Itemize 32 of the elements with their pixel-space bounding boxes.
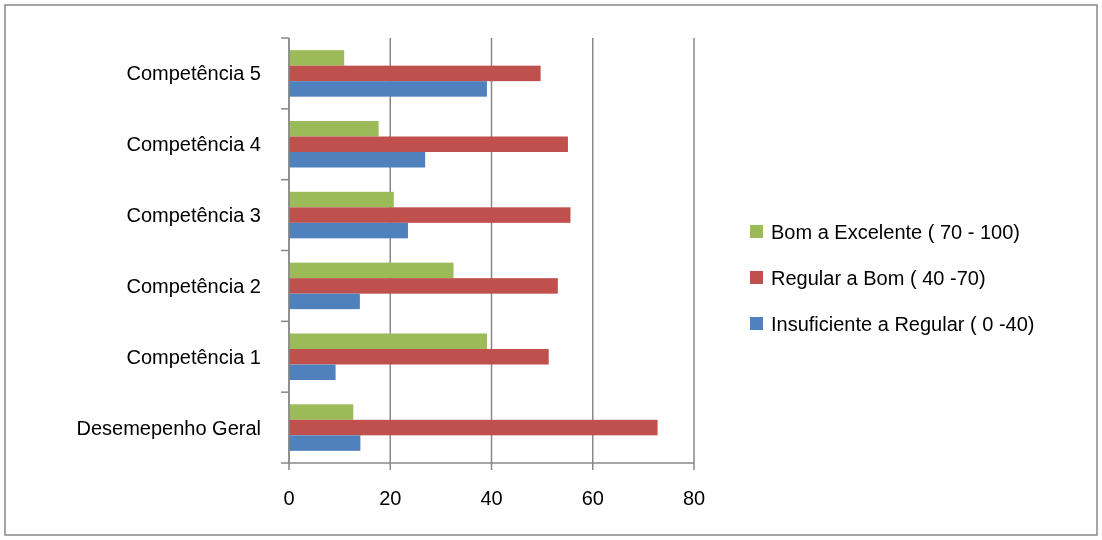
bar [289,152,426,168]
bar [289,364,336,380]
y-tick-label: Competência 3 [126,204,261,227]
x-tick-label: 60 [581,487,604,509]
bar [289,65,541,82]
bar [289,333,487,349]
x-tick-label: 0 [283,487,295,509]
bar [289,81,487,97]
bar [289,404,354,420]
bar [289,191,394,208]
y-tick-label: Competência 2 [126,274,261,297]
x-tick-label: 80 [682,487,706,509]
bar [289,419,658,436]
x-tick-label: 40 [480,487,503,509]
bar [289,50,345,66]
bar [289,207,571,223]
bar [289,121,379,137]
legend-label: Insuficiente a Regular ( 0 -40) [771,313,1035,335]
bar [289,136,568,152]
y-tick-label: Competência 4 [126,133,261,156]
bar [289,262,454,279]
x-tick-label: 20 [379,487,402,509]
bar [289,435,361,451]
bar [289,349,549,365]
y-tick-label: Competência 1 [126,345,261,368]
legend-label: Bom a Excelente ( 70 - 100) [771,221,1021,243]
y-tick-label: Desemepenho Geral [76,416,261,439]
y-tick-label: Competência 5 [126,62,261,85]
bar [289,278,558,294]
bar [289,222,408,239]
legend-label: Regular a Bom ( 40 -70) [771,267,986,289]
bar [289,293,360,310]
